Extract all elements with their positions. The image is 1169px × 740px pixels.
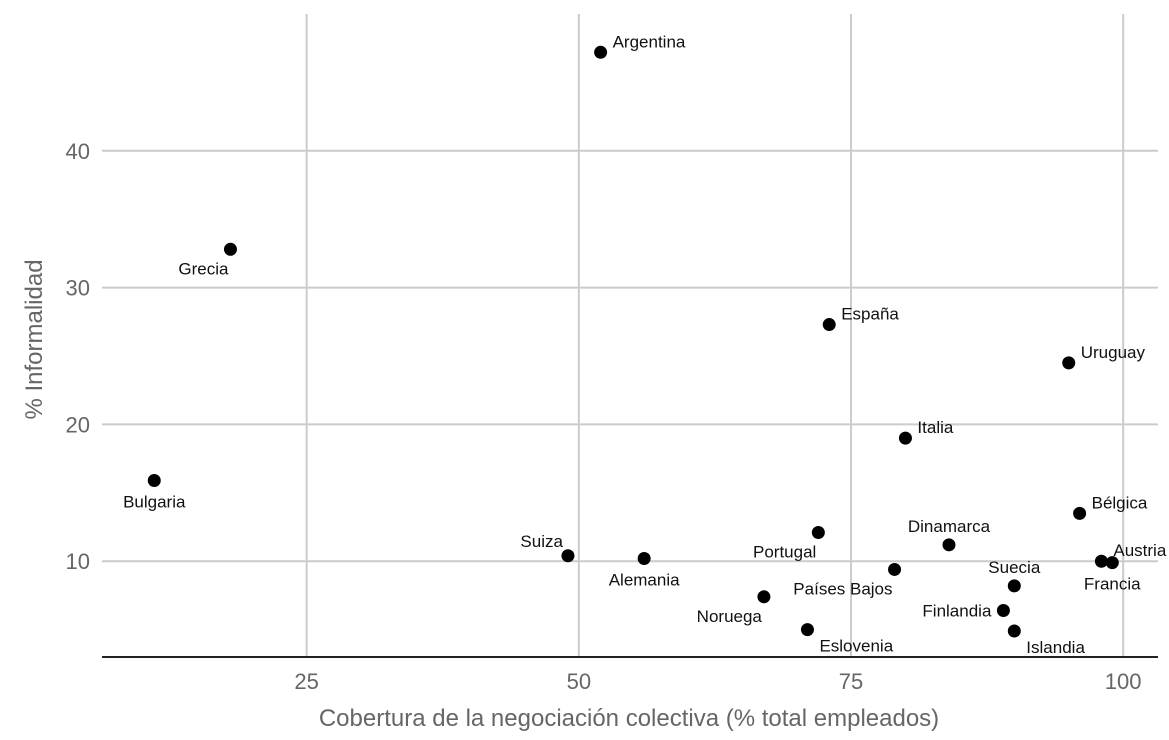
- point-suecia: [1007, 579, 1021, 593]
- point-label-francia: Francia: [1084, 575, 1141, 594]
- x-tick-label-100: 100: [1105, 669, 1142, 694]
- point-portugal: [811, 526, 825, 540]
- point-label-alemania: Alemania: [609, 570, 680, 589]
- point-eslovenia: [800, 623, 814, 637]
- point-finlandia: [996, 603, 1010, 617]
- point-labels: Argentina Grecia España Uruguay Italia Bulgar…: [123, 32, 1167, 657]
- x-tick-label-75: 75: [839, 669, 863, 694]
- point-label-uruguay: Uruguay: [1081, 343, 1146, 362]
- point-label-dinamarca: Dinamarca: [908, 517, 991, 536]
- y-tick-label-10: 10: [66, 549, 90, 574]
- point-label-noruega: Noruega: [697, 607, 763, 626]
- point-label-austria: Austria: [1113, 541, 1166, 560]
- point-label-suiza: Suiza: [520, 532, 563, 551]
- grid-lines: [102, 14, 1158, 657]
- point-label-islandia: Islandia: [1026, 638, 1085, 657]
- point-paises-bajos: [888, 562, 902, 576]
- point-islandia: [1007, 624, 1021, 638]
- point-label-bulgaria: Bulgaria: [123, 493, 186, 512]
- y-tick-label-20: 20: [66, 412, 90, 437]
- point-grecia: [223, 242, 237, 256]
- y-tick-label-40: 40: [66, 139, 90, 164]
- point-francia: [1105, 556, 1119, 570]
- point-austria: [1094, 554, 1108, 568]
- point-espana: [822, 318, 836, 332]
- point-uruguay: [1062, 356, 1076, 370]
- x-axis-title: Cobertura de la negociación colectiva (%…: [319, 705, 939, 732]
- point-label-finlandia: Finlandia: [922, 601, 992, 620]
- point-label-belgica: Bélgica: [1092, 493, 1148, 512]
- point-label-paises-bajos: Países Bajos: [793, 579, 892, 598]
- data-points: [147, 45, 1119, 638]
- point-belgica: [1073, 506, 1087, 520]
- point-italia: [898, 431, 912, 445]
- point-label-suecia: Suecia: [988, 558, 1041, 577]
- point-label-italia: Italia: [917, 418, 953, 437]
- point-label-eslovenia: Eslovenia: [819, 637, 893, 656]
- point-suiza: [561, 549, 575, 563]
- point-dinamarca: [942, 538, 956, 552]
- y-axis-title: % Informalidad: [21, 259, 48, 419]
- point-label-espana: España: [841, 305, 899, 324]
- point-noruega: [757, 590, 771, 604]
- point-argentina: [594, 45, 608, 59]
- x-tick-label-25: 25: [294, 669, 318, 694]
- y-tick-label-30: 30: [66, 276, 90, 301]
- point-bulgaria: [147, 474, 161, 488]
- point-label-argentina: Argentina: [613, 32, 686, 51]
- point-label-grecia: Grecia: [178, 259, 229, 278]
- point-label-portugal: Portugal: [753, 543, 816, 562]
- point-alemania: [637, 551, 651, 565]
- x-tick-label-50: 50: [567, 669, 591, 694]
- tick-labels: 25 50 75 100 10 20 30 40: [66, 139, 1142, 694]
